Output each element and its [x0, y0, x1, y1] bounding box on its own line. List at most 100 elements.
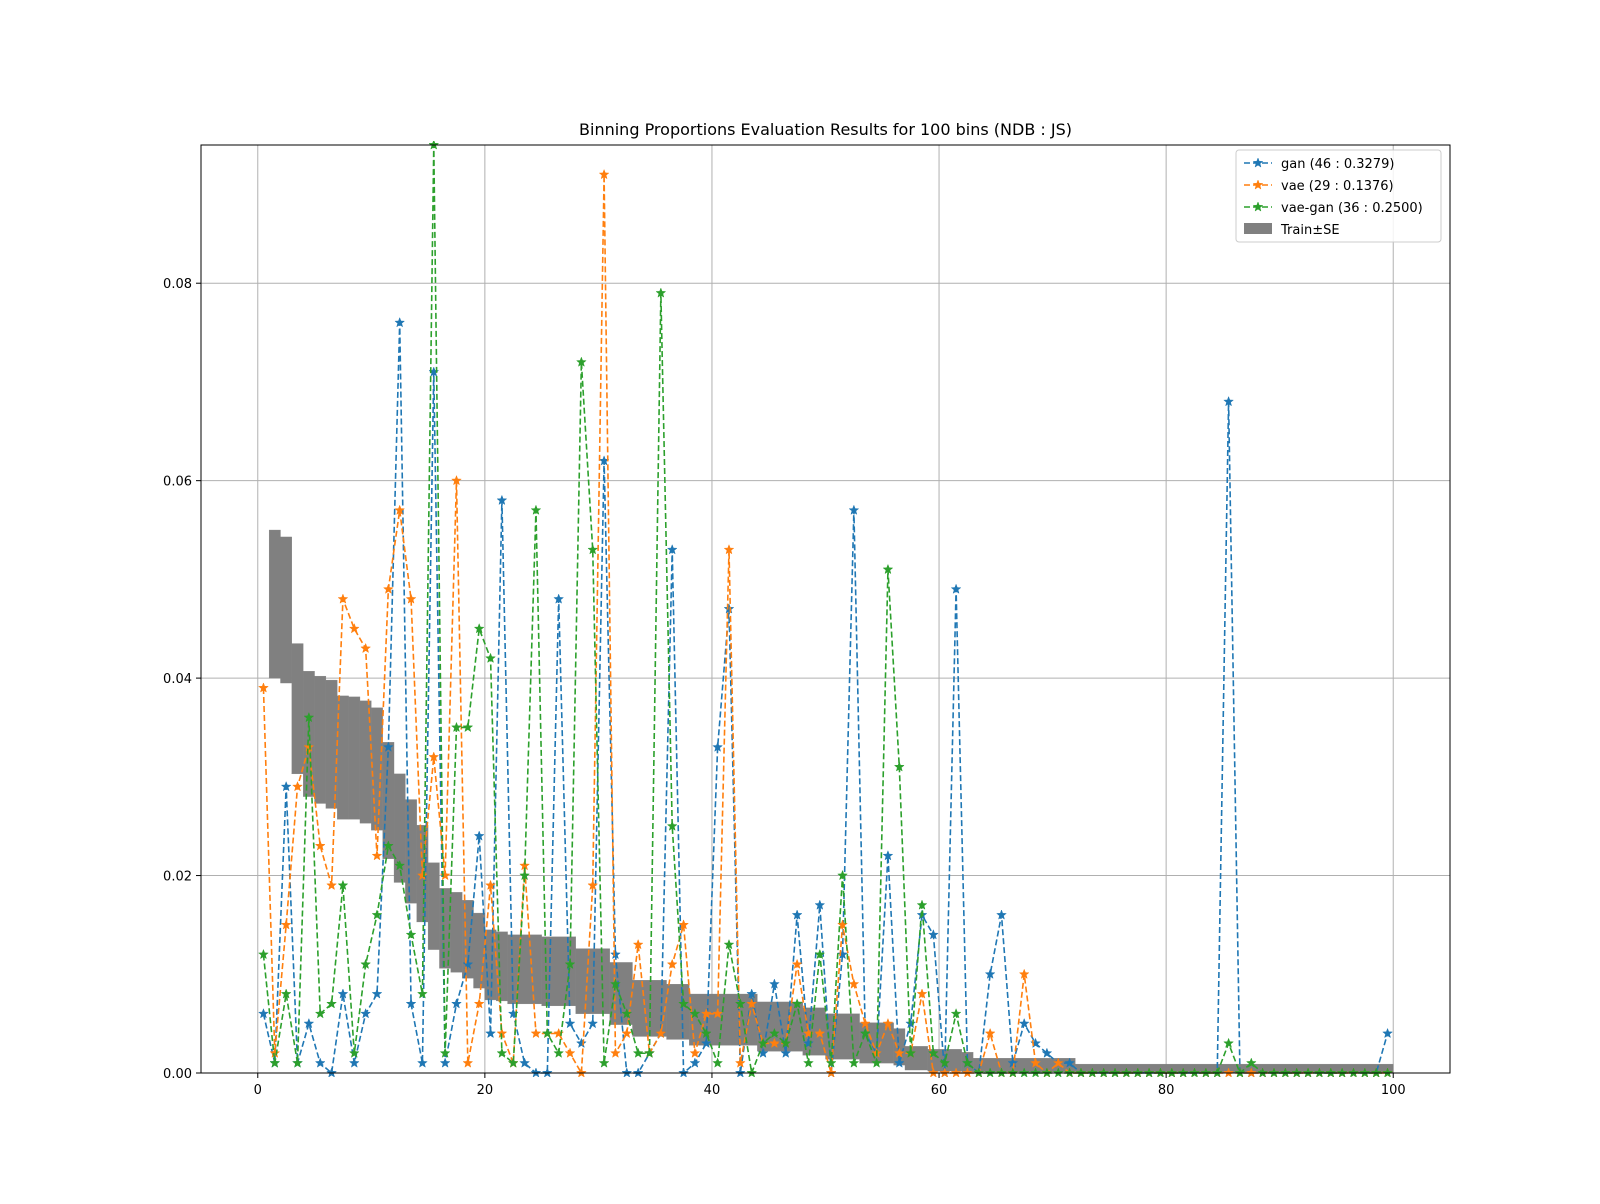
band-bin — [575, 948, 610, 1014]
series-point — [905, 1017, 917, 1029]
series-point — [485, 652, 496, 663]
series-point — [303, 711, 315, 723]
series-point — [303, 1017, 315, 1029]
series-point — [337, 593, 349, 604]
series-point — [984, 968, 996, 979]
series-point — [462, 721, 474, 733]
series-point — [598, 1057, 610, 1068]
legend-star-swatch — [1252, 179, 1264, 190]
series-point — [1041, 1047, 1053, 1058]
series-point — [791, 909, 803, 920]
series-point — [791, 958, 803, 970]
series-point — [610, 978, 621, 989]
series-point — [507, 1057, 519, 1068]
series-point — [326, 998, 338, 1009]
series-point — [348, 623, 360, 634]
series-point — [734, 1057, 746, 1068]
series-point — [689, 1057, 701, 1068]
y-tick-label: 0.08 — [163, 277, 192, 292]
legend-label: vae (29 : 0.1376) — [1281, 179, 1394, 194]
series-point — [462, 958, 474, 970]
series-point — [371, 850, 383, 861]
series-point — [587, 544, 599, 555]
series-point — [473, 998, 485, 1009]
series-point — [292, 780, 303, 792]
series-point — [269, 1047, 281, 1058]
series-point — [598, 168, 610, 180]
series-point — [678, 998, 689, 1009]
series-point — [950, 583, 962, 594]
series-point — [632, 1047, 644, 1058]
series-point — [746, 998, 758, 1009]
series-point — [814, 899, 826, 910]
series-point — [530, 504, 542, 515]
series-point — [632, 938, 644, 950]
x-tick-label: 20 — [477, 1083, 494, 1098]
legend-star-swatch — [1252, 157, 1264, 168]
series-point — [280, 780, 292, 792]
series-point — [292, 1057, 303, 1068]
series-point — [473, 623, 485, 634]
series-point — [303, 741, 315, 752]
series-point — [371, 988, 383, 999]
series-point — [405, 593, 417, 604]
legend-label: Train±SE — [1280, 223, 1340, 238]
series-point — [916, 899, 928, 910]
series-point — [485, 1027, 496, 1039]
y-tick-label: 0.02 — [163, 870, 192, 885]
series-point — [394, 859, 406, 871]
series-point — [893, 1057, 905, 1068]
series-point — [996, 909, 1007, 920]
series-point — [757, 1037, 769, 1049]
series-point — [768, 978, 780, 989]
series-point — [859, 1017, 871, 1029]
series-point — [1245, 1057, 1257, 1068]
series-point — [451, 998, 462, 1009]
series-point — [439, 1047, 451, 1058]
series-point — [712, 1057, 724, 1068]
band-bin — [291, 643, 304, 775]
series-point — [1052, 1057, 1064, 1068]
series-point — [700, 1037, 712, 1049]
series-point — [837, 948, 848, 960]
series-point — [280, 988, 292, 999]
band-bin — [450, 892, 463, 973]
series-point — [519, 869, 531, 881]
series-point — [416, 1057, 428, 1068]
series-point — [610, 948, 621, 960]
series-point — [723, 938, 735, 950]
series-point — [893, 761, 905, 772]
series-point — [564, 958, 576, 970]
series-point — [678, 919, 689, 930]
series-point — [394, 316, 406, 328]
series-point — [553, 1027, 565, 1039]
band-bin — [314, 675, 327, 804]
series-point — [723, 603, 735, 614]
series-point — [587, 1017, 599, 1029]
series-point — [541, 1027, 553, 1039]
series-point — [984, 1027, 996, 1039]
series-point — [337, 879, 349, 891]
legend-patch-swatch — [1244, 223, 1272, 234]
series-point — [610, 1047, 621, 1058]
series-point — [780, 1037, 792, 1049]
series-point — [326, 879, 338, 891]
axes-frame — [200, 144, 1451, 1074]
series-point — [1064, 1057, 1076, 1068]
series-point — [382, 583, 394, 594]
series-point — [848, 1057, 860, 1068]
series-point — [803, 1057, 814, 1068]
axis-ticks: 0 20 40 60 80 100 0.00 0.02 0.04 0.06 0.08 — [163, 277, 1406, 1098]
x-tick-label: 60 — [931, 1083, 948, 1098]
series-point — [871, 1057, 883, 1068]
series-point — [428, 751, 440, 762]
series-point — [496, 494, 508, 506]
series-point — [621, 1008, 633, 1019]
series-point — [382, 741, 394, 752]
series-point — [768, 1037, 780, 1049]
legend: gan (46 : 0.3279) vae (29 : 0.1376) vae-ga… — [1235, 149, 1442, 243]
series-point — [916, 988, 928, 999]
series-point — [360, 1008, 372, 1019]
